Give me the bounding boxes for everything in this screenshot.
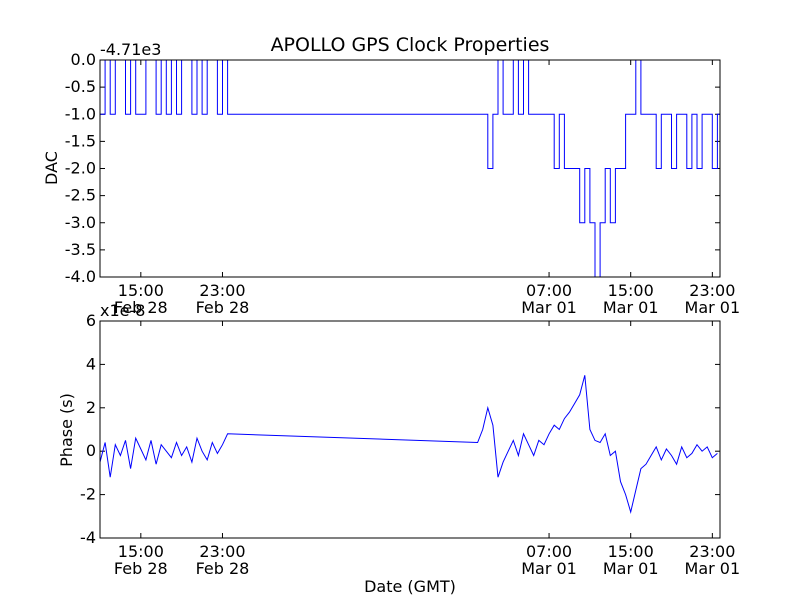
- y-tick-label: -4.0: [65, 267, 96, 286]
- x-tick-time-label: 15:00: [118, 542, 164, 561]
- phase-offset-label: x1e-8: [100, 301, 145, 320]
- x-tick-time-label: 23:00: [199, 542, 245, 561]
- x-tick-date-label: Mar 01: [685, 298, 741, 317]
- y-tick-label: -2: [80, 485, 96, 504]
- x-tick-time-label: 23:00: [689, 281, 735, 300]
- phase-axes-frame: [99, 320, 721, 539]
- y-tick-label: -3.0: [65, 213, 96, 232]
- dac-panel: -4.71e3 DAC 0.0 -0.5 -1.0 -1.5 -2.0 -2.5 -3.0 -…: [42, 40, 740, 317]
- y-tick-label: -2.5: [65, 186, 96, 205]
- x-tick-time-label: 07:00: [526, 281, 572, 300]
- y-tick-label: -0.5: [65, 77, 96, 96]
- x-tick-time-label: 23:00: [689, 542, 735, 561]
- y-tick-label: 4: [86, 354, 96, 373]
- phase-series-line: [99, 375, 718, 514]
- x-tick-date-label: Mar 01: [603, 298, 659, 317]
- y-tick-label: 6: [86, 311, 96, 330]
- chart-title: APOLLO GPS Clock Properties: [271, 34, 550, 56]
- y-tick-label: -1.0: [65, 104, 96, 123]
- y-tick-label: -1.5: [65, 131, 96, 150]
- phase-panel: x1e-8 Phase (s) Date (GMT) 6 4 2 0 -2 -4 15:00…: [57, 301, 740, 596]
- x-tick-date-label: Feb 28: [114, 559, 168, 578]
- phase-y-axis-label: Phase (s): [57, 393, 76, 467]
- x-tick-date-label: Feb 28: [196, 298, 250, 317]
- x-tick-time-label: 23:00: [199, 281, 245, 300]
- x-tick-date-label: Mar 01: [603, 559, 659, 578]
- x-tick-time-label: 15:00: [608, 281, 654, 300]
- dac-axes-frame: [99, 59, 721, 278]
- y-tick-label: 2: [86, 398, 96, 417]
- x-tick-date-label: Mar 01: [685, 559, 741, 578]
- y-tick-label: -4: [80, 528, 96, 547]
- x-tick-time-label: 07:00: [526, 542, 572, 561]
- x-tick-time-label: 15:00: [118, 281, 164, 300]
- y-tick-label: -2.0: [65, 159, 96, 178]
- y-tick-label: 0.0: [71, 50, 96, 69]
- x-tick-date-label: Feb 28: [114, 298, 168, 317]
- y-tick-label: 0: [86, 441, 96, 460]
- x-tick-date-label: Mar 01: [521, 298, 577, 317]
- dac-y-axis-label: DAC: [42, 151, 61, 185]
- x-axis-label: Date (GMT): [364, 577, 456, 596]
- y-tick-label: -3.5: [65, 240, 96, 259]
- x-tick-date-label: Mar 01: [521, 559, 577, 578]
- dac-tick-group: 0.0 -0.5 -1.0 -1.5 -2.0 -2.5 -3.0 -3.5 -4.0 15:00…: [65, 50, 740, 317]
- x-tick-time-label: 15:00: [608, 542, 654, 561]
- x-tick-date-label: Feb 28: [196, 559, 250, 578]
- dac-offset-label: -4.71e3: [100, 40, 161, 59]
